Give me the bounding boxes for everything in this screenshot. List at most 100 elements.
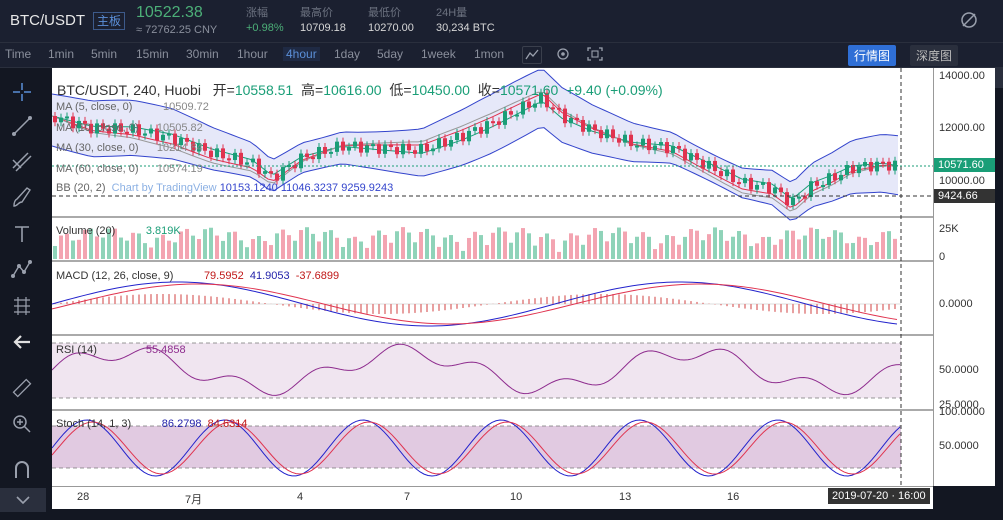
macd-pane-plot — [52, 281, 901, 327]
tf-time[interactable]: Time — [5, 47, 32, 61]
stat-label: 最低价 — [368, 7, 401, 19]
stat-label: 涨幅 — [246, 7, 268, 19]
axis-label: 10 — [510, 491, 523, 503]
tf-30min[interactable]: 30min — [186, 47, 219, 61]
magnet-icon[interactable] — [10, 458, 34, 482]
tf-1week[interactable]: 1week — [421, 47, 456, 61]
price-axis[interactable]: 14000.00 12000.00 10000.00 10571.60 9424… — [933, 68, 996, 486]
indicator-value: 10214.84 — [156, 142, 203, 154]
pattern-tool-icon[interactable] — [10, 258, 34, 282]
stoch-label: Stoch (14, 1, 3) — [56, 418, 132, 430]
crosshair-icon[interactable] — [10, 80, 34, 104]
axis-label: 25.0000 — [939, 399, 979, 411]
rsi-legend[interactable]: RSI (14) 55.4858 — [56, 344, 186, 356]
chart-type-icon[interactable] — [522, 46, 542, 64]
tf-15min[interactable]: 15min — [136, 47, 169, 61]
pair-name[interactable]: BTC/USDT — [10, 12, 85, 29]
scroll-handle[interactable] — [995, 68, 1003, 88]
stat-low: 最低价 10270.00 — [368, 6, 414, 36]
market-view-button[interactable]: 行情图 — [848, 45, 897, 66]
indicator-label: MA (30, close, 0) — [56, 142, 139, 154]
last-price-tag: 10571.60 — [934, 158, 996, 172]
axis-label: 50.0000 — [939, 440, 979, 452]
axis-label: 13 — [619, 491, 632, 503]
indicator-value: 10153.1240 11046.3237 9259.9243 — [219, 182, 394, 194]
axis-label: 0.0000 — [939, 298, 973, 310]
stat-value: 30,234 BTC — [436, 22, 495, 34]
macd-value-1: 79.5952 — [203, 270, 244, 282]
stat-value: 10270.00 — [368, 22, 414, 34]
text-tool-icon[interactable] — [10, 222, 34, 246]
bollinger-band — [52, 69, 899, 221]
stoch-value-1: 86.2798 — [161, 418, 202, 430]
indicator-label: MA (60, close, 0) — [56, 163, 139, 175]
open-label: 开= — [212, 82, 235, 98]
tf-1mon[interactable]: 1mon — [474, 47, 505, 61]
ma10-legend[interactable]: MA (10, close, 0) 10505.82 — [56, 122, 203, 134]
expand-tools-icon[interactable] — [0, 488, 46, 512]
close-label: 收= — [477, 82, 500, 98]
macd-value-2: 41.9053 — [249, 270, 290, 282]
tf-1hour[interactable]: 1hour — [237, 47, 268, 61]
watermark: Chart by TradingView — [111, 182, 217, 194]
axis-label: 28 — [77, 491, 90, 503]
volume-bars — [53, 227, 897, 259]
ma5-legend[interactable]: MA (5, close, 0) 10509.72 — [56, 101, 209, 113]
axis-label: 12000.00 — [939, 122, 985, 134]
depth-view-button[interactable]: 深度图 — [910, 45, 959, 66]
open-value: 10558.51 — [234, 82, 294, 98]
stoch-legend[interactable]: Stoch (14, 1, 3) 86.2798 84.6314 — [56, 418, 247, 430]
prediction-tool-icon[interactable] — [10, 294, 34, 318]
ma60-legend[interactable]: MA (60, close, 0) 10574.19 — [56, 163, 203, 175]
stat-value: 10709.18 — [300, 22, 346, 34]
fib-tool-icon[interactable] — [10, 150, 34, 174]
board-badge: 主板 — [93, 12, 126, 30]
drawing-toolbar — [0, 68, 46, 520]
right-scroll-strip — [995, 68, 1003, 520]
brush-icon[interactable] — [10, 186, 34, 210]
time-axis[interactable]: 28 7月 4 7 10 13 16 — [52, 486, 933, 509]
tf-5min[interactable]: 5min — [91, 47, 118, 61]
high-label: 高= — [301, 82, 324, 98]
tf-5day[interactable]: 5day — [377, 47, 404, 61]
indicator-value: 10509.72 — [162, 101, 209, 113]
timeframe-toolbar: Time 1min 5min 15min 30min 1hour 4hour 1… — [0, 43, 1003, 68]
settings-gear-icon[interactable] — [554, 46, 572, 62]
crosshair-date-tag: 2019-07-20 · 16:00 — [828, 488, 930, 504]
indicator-value: 10505.82 — [156, 122, 203, 134]
tf-1min[interactable]: 1min — [48, 47, 75, 61]
ticker-header: BTC/USDT 主板 10522.38 ≈ 72762.25 CNY 涨幅 +… — [0, 0, 1003, 43]
tf-1day[interactable]: 1day — [334, 47, 361, 61]
fullscreen-icon[interactable] — [586, 46, 604, 62]
volume-legend[interactable]: Volume (20) 3.819K — [56, 225, 181, 237]
stat-volume: 24H量 30,234 BTC — [436, 6, 495, 36]
theme-toggle-icon[interactable] — [959, 10, 979, 30]
bb-legend[interactable]: BB (20, 2) Chart by TradingView 10153.12… — [56, 182, 393, 194]
rsi-value: 55.4858 — [145, 344, 186, 356]
zoom-in-icon[interactable] — [10, 412, 34, 436]
back-arrow-icon[interactable] — [10, 330, 34, 354]
indicator-label: BB (20, 2) — [56, 182, 106, 194]
change-value: +9.40 (+0.09%) — [566, 82, 663, 98]
high-value: 10616.00 — [323, 82, 382, 98]
tf-4hour[interactable]: 4hour — [283, 47, 320, 61]
macd-legend[interactable]: MACD (12, 26, close, 9) 79.5952 41.9053 … — [56, 270, 339, 282]
chart-canvas[interactable] — [52, 68, 933, 486]
trend-line-icon[interactable] — [10, 114, 34, 138]
close-value: 10571.60 — [499, 82, 559, 98]
axis-label: 4 — [297, 491, 304, 503]
axis-label: 7 — [404, 491, 411, 503]
chart-area[interactable]: BTC/USDT, 240, Huobi 开=10558.51 高=10616.… — [52, 68, 933, 486]
ruler-icon[interactable] — [10, 376, 34, 400]
stat-label: 24H量 — [436, 7, 468, 19]
rsi-pane-plot — [52, 342, 901, 399]
volume-value: 3.819K — [145, 225, 181, 237]
axis-label: 50.0000 — [939, 364, 979, 376]
ma30-legend[interactable]: MA (30, close, 0) 10214.84 — [56, 142, 203, 154]
axis-label: 7月 — [185, 494, 203, 506]
stat-label: 最高价 — [300, 7, 333, 19]
axis-label: 10000.00 — [939, 175, 985, 187]
symbol-label[interactable]: BTC/USDT, 240, Huobi — [57, 82, 201, 98]
stat-change: 涨幅 +0.98% — [246, 6, 284, 36]
volume-label: Volume (20) — [56, 225, 116, 237]
